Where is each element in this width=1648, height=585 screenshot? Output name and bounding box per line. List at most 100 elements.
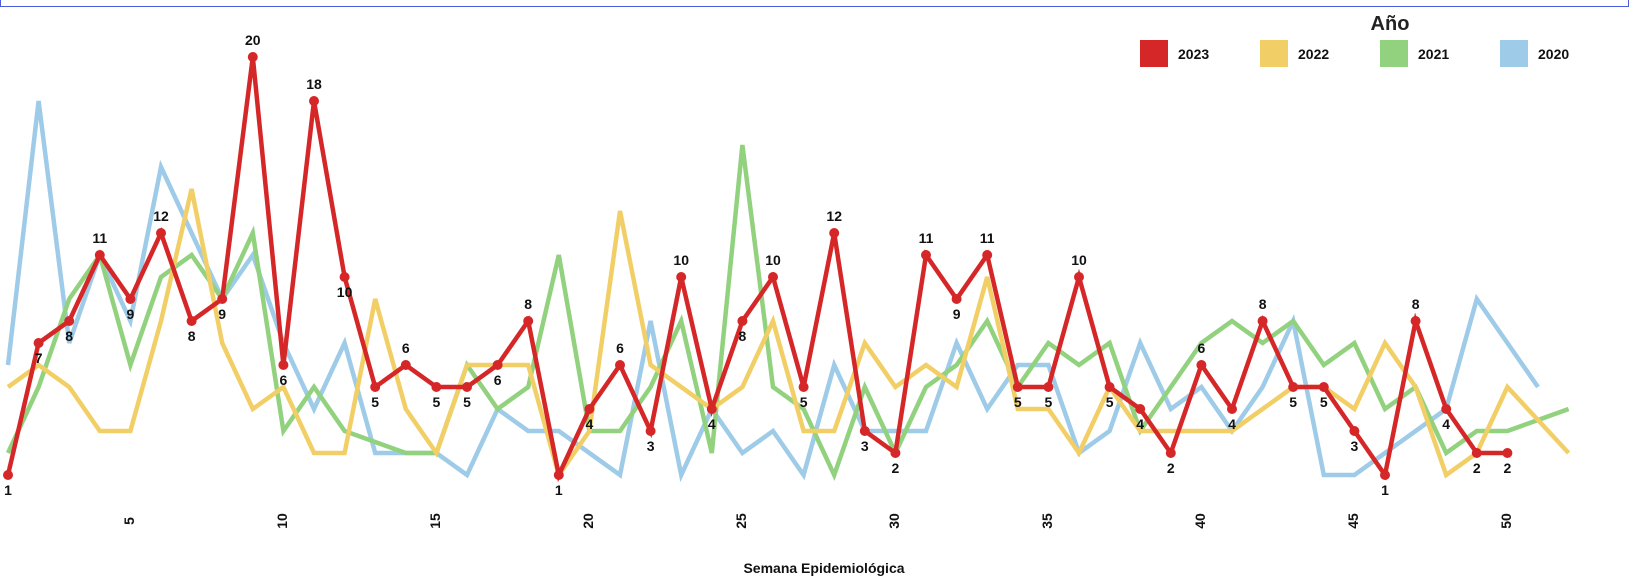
data-point-2023-week-36 (1074, 272, 1084, 282)
data-point-2023-week-33 (982, 250, 993, 260)
x-tick-label-50: 50 (1498, 513, 1514, 529)
top-frame-border (0, 0, 1629, 7)
legend-swatch-2020 (1500, 40, 1528, 67)
data-label-week-41: 4 (1228, 416, 1236, 432)
data-point-2023-week-19 (553, 470, 564, 480)
data-label-week-12: 10 (337, 284, 353, 300)
x-tick-label-30: 30 (886, 513, 902, 529)
data-point-2023-week-13 (370, 382, 381, 392)
series-points (3, 52, 1513, 480)
data-label-week-28: 12 (826, 208, 842, 224)
data-point-2023-week-18 (523, 316, 534, 326)
series-lines (5, 56, 1571, 483)
series-line-2021 (5, 144, 1570, 481)
data-label-week-23: 10 (673, 252, 689, 268)
x-tick-label-10: 10 (274, 513, 290, 529)
data-label-week-18: 8 (524, 296, 532, 312)
data-label-week-24: 4 (708, 416, 716, 432)
series-line-2023 (5, 56, 1508, 483)
data-label-week-40: 6 (1198, 340, 1206, 356)
data-point-2023-week-31 (921, 250, 931, 260)
legend-label-2022: 2022 (1298, 46, 1329, 62)
data-label-week-13: 5 (371, 394, 379, 410)
x-tick-label-25: 25 (733, 513, 749, 529)
data-point-2023-week-10 (278, 360, 289, 370)
data-label-week-15: 5 (433, 394, 441, 410)
data-label-week-22: 3 (647, 438, 655, 454)
data-point-2023-week-20 (584, 404, 595, 414)
data-point-2023-week-5 (125, 294, 136, 304)
data-label-week-46: 1 (1381, 482, 1389, 498)
data-label-week-21: 6 (616, 340, 624, 356)
legend-swatch-2021 (1380, 40, 1408, 67)
data-point-2023-week-9 (247, 52, 258, 62)
data-point-2023-week-15 (431, 382, 442, 392)
x-tick-label-35: 35 (1039, 513, 1055, 529)
data-point-2023-week-25 (737, 316, 748, 326)
data-point-2023-week-32 (951, 294, 962, 304)
data-point-2023-week-6 (156, 228, 166, 238)
data-label-week-2: 7 (35, 350, 43, 366)
x-axis-title: Semana Epidemiológica (743, 560, 904, 576)
data-label-week-1: 1 (4, 482, 12, 498)
x-tick-label-20: 20 (580, 513, 596, 529)
data-point-2023-week-49 (1471, 448, 1482, 458)
data-point-2023-week-29 (859, 426, 870, 436)
data-label-week-29: 3 (861, 438, 869, 454)
data-label-week-8: 9 (218, 306, 226, 322)
data-point-2023-week-45 (1349, 426, 1360, 436)
data-label-week-20: 4 (586, 416, 594, 432)
data-label-week-25: 8 (739, 328, 747, 344)
data-label-week-19: 1 (555, 482, 563, 498)
data-point-2023-week-30 (890, 448, 901, 458)
legend-label-2023: 2023 (1178, 46, 1209, 62)
x-tick-label-5: 5 (121, 517, 137, 525)
data-point-2023-week-39 (1165, 448, 1176, 458)
legend-swatch-2023 (1140, 40, 1168, 67)
data-label-week-7: 8 (188, 328, 196, 344)
data-point-2023-week-38 (1135, 404, 1146, 414)
data-point-2023-week-8 (217, 294, 228, 304)
data-point-2023-week-46 (1380, 470, 1390, 480)
data-point-2023-week-44 (1318, 382, 1329, 392)
data-label-week-47: 8 (1412, 296, 1420, 312)
data-label-week-48: 4 (1442, 416, 1450, 432)
data-point-2023-week-21 (615, 360, 625, 370)
data-label-week-38: 4 (1136, 416, 1144, 432)
x-axis: 5 10 15 20 25 30 35 40 45 50 (121, 513, 1514, 529)
data-label-week-36: 10 (1071, 252, 1087, 268)
data-point-2023-week-7 (186, 316, 197, 326)
data-point-2023-week-35 (1043, 382, 1054, 392)
data-point-2023-week-26 (768, 272, 778, 282)
data-label-week-39: 2 (1167, 460, 1175, 476)
data-label-week-50: 2 (1504, 460, 1512, 476)
data-point-2023-week-17 (492, 360, 503, 370)
data-point-2023-week-48 (1441, 404, 1452, 414)
data-point-2023-week-3 (64, 316, 75, 326)
data-label-week-31: 11 (919, 230, 934, 246)
data-point-2023-week-23 (676, 272, 687, 282)
data-label-week-49: 2 (1473, 460, 1481, 476)
data-label-week-16: 5 (463, 394, 471, 410)
data-point-2023-week-50 (1502, 448, 1513, 458)
data-label-week-5: 9 (127, 306, 135, 322)
data-point-2023-week-12 (339, 272, 350, 282)
data-label-week-34: 5 (1014, 394, 1022, 410)
data-label-week-10: 6 (280, 372, 288, 388)
x-tick-label-40: 40 (1192, 513, 1208, 529)
data-point-2023-week-41 (1227, 404, 1237, 414)
data-label-week-30: 2 (892, 460, 900, 476)
legend-title: Año (1371, 13, 1410, 35)
data-label-week-26: 10 (765, 252, 781, 268)
data-point-2023-week-11 (309, 96, 319, 106)
data-point-2023-week-40 (1196, 360, 1207, 370)
data-label-week-17: 6 (494, 372, 502, 388)
data-label-week-33: 11 (980, 230, 995, 246)
data-point-2023-week-1 (3, 470, 13, 480)
data-label-week-35: 5 (1045, 394, 1053, 410)
data-point-2023-week-27 (798, 382, 809, 392)
legend-swatch-2022 (1260, 40, 1288, 67)
